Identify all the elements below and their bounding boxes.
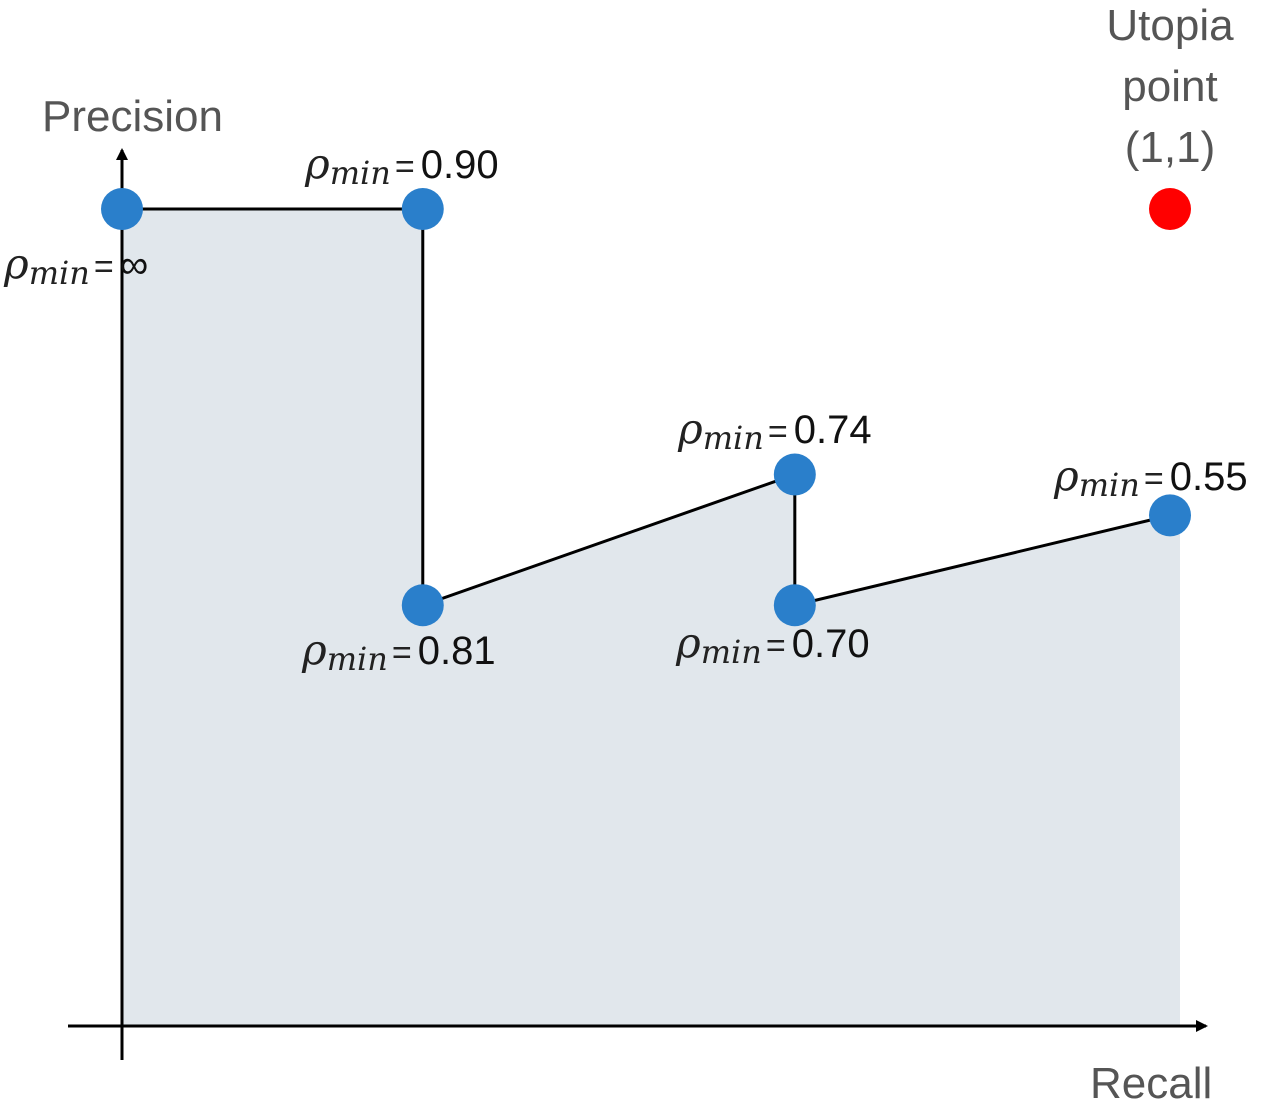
utopia-label-line-1: point: [1122, 62, 1217, 111]
point-label-5: ρmin = 0.55: [1053, 451, 1248, 504]
rho-subscript: min: [701, 633, 762, 671]
rho-subscript: min: [330, 154, 391, 192]
utopia-label-line-2: (1,1): [1125, 123, 1215, 172]
x-axis-title: Recall: [1090, 1059, 1212, 1103]
point-label-2: ρmin = 0.81: [301, 625, 496, 678]
points-layer: [101, 188, 1191, 627]
point-label-0: ρmin = ∞: [3, 239, 148, 292]
rho-subscript: min: [703, 419, 764, 457]
area-under-curve: [122, 209, 1180, 1026]
point-label-3: ρmin = 0.74: [677, 404, 872, 457]
rho-symbol: ρ: [1053, 451, 1079, 500]
data-point-3: [773, 453, 816, 496]
point-value: ∞: [120, 243, 149, 287]
utopia-layer: Utopia point (1,1): [1106, 1, 1234, 230]
point-value: 0.70: [792, 622, 870, 666]
equals-sign: =: [768, 413, 788, 451]
equals-sign: =: [392, 634, 412, 672]
equals-sign: =: [766, 627, 786, 665]
y-axis-title: Precision: [42, 92, 223, 141]
equals-sign: =: [94, 248, 114, 286]
rho-subscript: min: [1079, 466, 1140, 504]
utopia-label-line-0: Utopia: [1106, 1, 1234, 50]
point-label-4: ρmin = 0.70: [675, 618, 870, 671]
data-point-4: [773, 584, 816, 627]
point-value: 0.55: [1170, 455, 1248, 499]
equals-sign: =: [395, 148, 415, 186]
point-value: 0.74: [794, 408, 872, 452]
equals-sign: =: [1144, 460, 1164, 498]
rho-symbol: ρ: [304, 139, 330, 188]
data-point-0: [101, 188, 143, 230]
point-value: 0.81: [418, 629, 496, 673]
data-point-5: [1149, 494, 1191, 537]
rho-subscript: min: [29, 254, 90, 292]
rho-subscript: min: [327, 640, 388, 678]
data-point-1: [401, 188, 444, 230]
rho-symbol: ρ: [675, 618, 701, 667]
rho-symbol: ρ: [301, 625, 327, 674]
rho-symbol: ρ: [677, 404, 703, 453]
series-line: [122, 207, 1171, 608]
point-value: 0.90: [421, 143, 499, 187]
point-label-1: ρmin = 0.90: [304, 139, 499, 192]
data-point-2: [401, 584, 444, 627]
rho-symbol: ρ: [3, 239, 29, 288]
utopia-point: [1149, 188, 1191, 230]
